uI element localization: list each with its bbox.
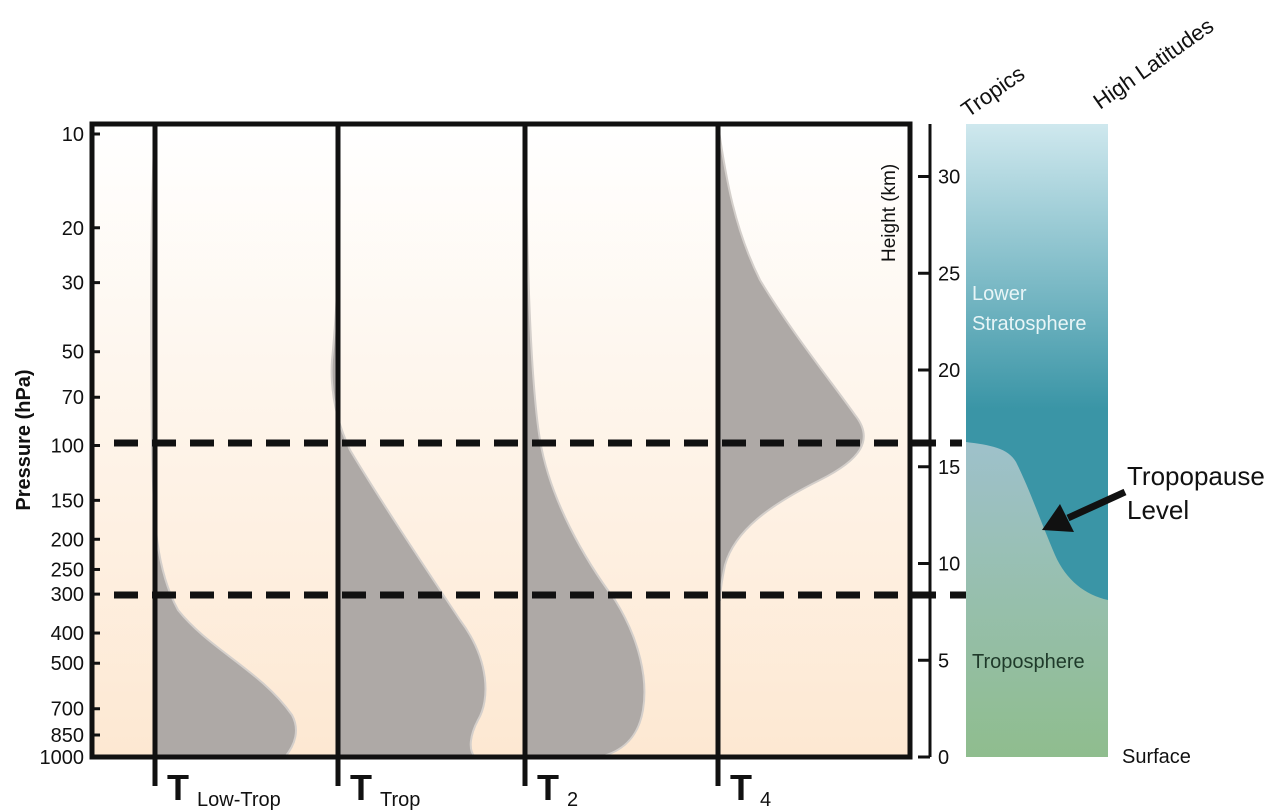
pressure-tick-label: 30 (62, 273, 84, 295)
pressure-tick-label: 250 (51, 559, 84, 581)
pressure-tick-label: 400 (51, 623, 84, 645)
channel-symbol-tlt: T (167, 767, 189, 808)
pressure-tick-label: 100 (51, 436, 84, 458)
height-tick-label: 0 (938, 747, 949, 769)
pressure-tick-label: 500 (51, 653, 84, 675)
pressure-axis-title: Pressure (hPa) (13, 369, 35, 510)
tropopause-label-line2: Level (1127, 495, 1189, 525)
pressure-tick-label: 300 (51, 584, 84, 606)
height-tick-label: 20 (938, 360, 960, 382)
troposphere-label: Troposphere (972, 651, 1085, 673)
height-axis-title: Height (km) (879, 164, 900, 262)
atmosphere-column: Lower Stratosphere Troposphere (966, 124, 1108, 757)
weighting-functions (150, 123, 865, 758)
tropopause-label-line1: Tropopause (1127, 461, 1265, 491)
height-axis: 0 5 10 15 20 25 30 (918, 124, 960, 769)
pressure-tick-label: 10 (62, 124, 84, 146)
pressure-tick-label: 70 (62, 387, 84, 409)
height-tick-label: 15 (938, 457, 960, 479)
tropopause-arrow (1042, 488, 1127, 532)
stratosphere-label-line2: Stratosphere (972, 313, 1087, 335)
pressure-tick-label: 850 (51, 725, 84, 747)
pressure-tick-label: 200 (51, 529, 84, 551)
channel-symbol-ttrop: T (350, 767, 372, 808)
weighting-function-tlt (150, 123, 297, 758)
tropics-label: Tropics (957, 61, 1030, 122)
channel-subscript-t2: 2 (567, 789, 578, 810)
troposphere-region (966, 442, 1108, 757)
surface-label: Surface (1122, 746, 1191, 768)
pressure-tick-label: 150 (51, 490, 84, 512)
plot-frame (89, 121, 913, 760)
channel-symbol-t4: T (730, 767, 752, 808)
pressure-tick-label: 20 (62, 218, 84, 240)
pressure-tick-label: 1000 (40, 747, 85, 769)
height-tick-label: 30 (938, 167, 960, 189)
channel-subscript-tlt: Low-Trop (197, 789, 281, 810)
height-tick-label: 5 (938, 650, 949, 672)
height-tick-label: 10 (938, 554, 960, 576)
reference-lines (114, 439, 1090, 599)
channel-labels: T Low-Trop T Trop T 2 T 4 (167, 767, 771, 810)
height-tick-label: 25 (938, 263, 960, 285)
pressure-axis: 10 20 30 50 70 100 150 200 250 300 400 500 700 850100… (40, 124, 100, 769)
channel-symbol-t2: T (537, 767, 559, 808)
pressure-tick-label: 700 (51, 699, 84, 721)
weighting-function-t2 (524, 123, 646, 758)
weighting-function-t4 (717, 123, 865, 601)
channel-baselines (152, 124, 721, 786)
channel-subscript-t4: 4 (760, 789, 771, 810)
pressure-tick-label: 50 (62, 342, 84, 364)
high-latitudes-label: High Latitudes (1089, 13, 1219, 114)
stratosphere-label-line1: Lower (972, 283, 1027, 305)
channel-subscript-ttrop: Trop (380, 789, 420, 810)
